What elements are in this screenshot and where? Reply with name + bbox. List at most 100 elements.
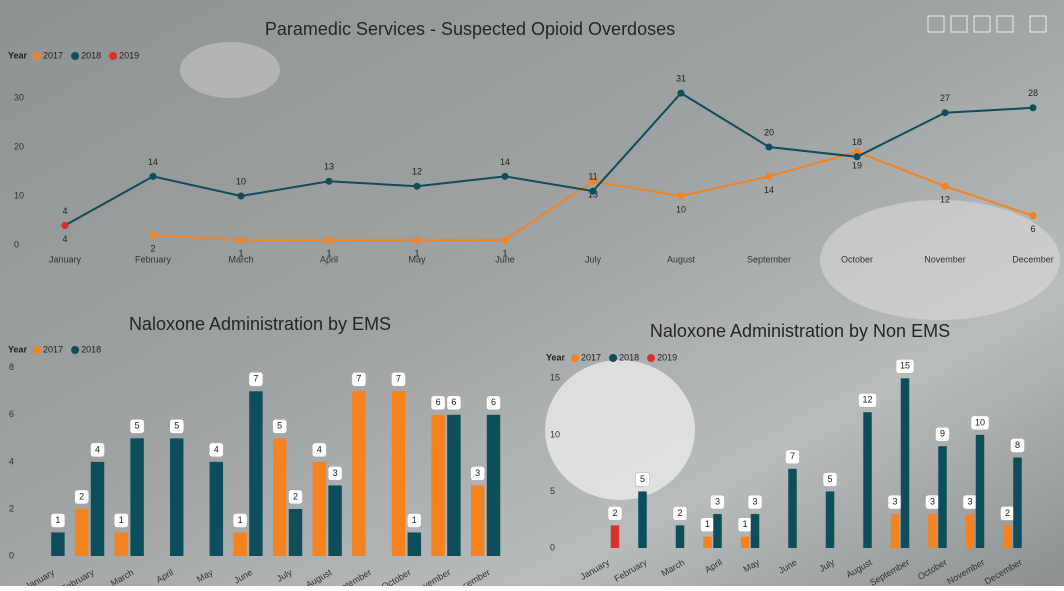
bar <box>447 414 461 556</box>
bar <box>890 514 900 548</box>
sort-down-button[interactable] <box>950 15 968 33</box>
chart-title: Paramedic Services - Suspected Opioid Ov… <box>265 19 675 39</box>
line-point <box>149 231 157 239</box>
data-label: 10 <box>236 176 246 186</box>
line-point <box>853 153 861 161</box>
bar <box>130 438 144 556</box>
toolbar <box>927 15 1047 33</box>
bar <box>965 514 975 548</box>
x-tick-label: November <box>924 254 966 264</box>
expand-button[interactable] <box>973 15 991 33</box>
bar <box>90 461 105 556</box>
drill-button[interactable] <box>996 15 1014 33</box>
data-label: 19 <box>852 160 862 170</box>
label-box <box>407 513 422 528</box>
data-label: 5 <box>277 421 282 431</box>
y-tick-label: 4 <box>9 456 14 466</box>
line-point <box>325 177 333 185</box>
line-point <box>589 187 597 195</box>
y-tick-label: 2 <box>9 503 14 513</box>
data-label: 2 <box>612 508 617 518</box>
bar <box>288 508 303 556</box>
y-tick-label: 15 <box>550 373 560 383</box>
legend-entry: 2017 <box>43 344 63 354</box>
data-label: 27 <box>940 93 950 103</box>
data-label: 7 <box>790 451 795 461</box>
label-box <box>430 395 446 411</box>
data-label: 4 <box>95 444 100 454</box>
y-tick-label: 0 <box>9 550 14 560</box>
y-tick-label: 5 <box>550 486 555 496</box>
data-label: 5 <box>135 421 140 431</box>
decor-pills <box>820 200 1060 320</box>
legend-marker <box>609 354 618 362</box>
data-label: 4 <box>62 206 67 216</box>
line-point <box>413 182 421 190</box>
label-box <box>327 466 343 481</box>
x-tick-label: September <box>747 254 791 264</box>
data-label: 5 <box>827 474 832 484</box>
legend-entry: 2019 <box>119 50 139 60</box>
label-box <box>50 513 66 528</box>
data-label: 3 <box>333 468 338 478</box>
line-point <box>237 236 245 244</box>
focus-button[interactable] <box>1029 15 1047 33</box>
data-label: 12 <box>412 167 422 177</box>
bar <box>675 525 685 548</box>
line-point <box>501 172 509 180</box>
sort-up-button[interactable] <box>927 15 945 33</box>
data-label: 6 <box>436 397 441 407</box>
data-label: 2 <box>150 244 155 254</box>
bar <box>233 532 247 556</box>
data-label: 15 <box>900 361 910 371</box>
data-label: 4 <box>62 234 67 244</box>
data-label: 4 <box>317 444 322 454</box>
legend-marker <box>647 354 656 362</box>
data-label: 1 <box>238 248 243 258</box>
x-tick-label: April <box>320 254 338 264</box>
label-box <box>822 472 838 487</box>
label-box <box>935 426 950 442</box>
label-box <box>288 489 303 505</box>
data-label: 12 <box>862 395 872 405</box>
bar <box>750 514 760 548</box>
bar <box>391 391 406 556</box>
y-tick-label: 10 <box>14 190 24 200</box>
y-tick-label: 30 <box>14 92 24 102</box>
label-box <box>607 506 623 521</box>
data-label: 12 <box>940 195 950 205</box>
data-label: 9 <box>940 429 945 439</box>
data-label: 6 <box>1030 224 1035 234</box>
line-point <box>413 236 421 244</box>
bar <box>74 508 89 556</box>
data-label: 14 <box>764 185 774 195</box>
data-label: 1 <box>412 515 417 525</box>
label-box <box>747 494 763 510</box>
data-label: 13 <box>588 190 598 200</box>
decor-spoon <box>180 42 280 98</box>
bar <box>928 514 937 548</box>
data-label: 2 <box>79 491 84 501</box>
data-label: 3 <box>715 496 720 506</box>
data-label: 14 <box>148 157 158 167</box>
line-point <box>765 143 773 151</box>
bar <box>975 434 985 548</box>
label-box <box>970 415 990 431</box>
label-box <box>1010 438 1025 453</box>
label-box <box>785 449 800 465</box>
data-label: 1 <box>119 515 124 525</box>
bar <box>1013 457 1022 548</box>
data-label: 2 <box>1005 508 1010 518</box>
bar <box>328 485 342 556</box>
data-label: 10 <box>676 204 686 214</box>
data-label: 7 <box>253 374 258 384</box>
line-point <box>61 221 69 229</box>
label-box <box>446 395 462 411</box>
legend-marker <box>571 354 580 362</box>
line-point <box>677 192 685 200</box>
bar <box>431 414 445 556</box>
x-tick-label: July <box>585 254 602 264</box>
label-box <box>486 395 501 411</box>
label-box <box>248 372 264 387</box>
label-box <box>232 513 248 528</box>
